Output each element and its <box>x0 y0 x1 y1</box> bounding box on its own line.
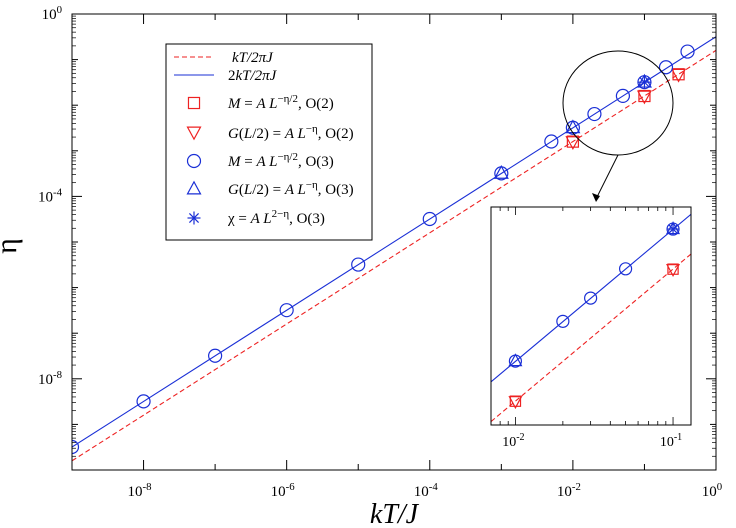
point-s2-0 <box>72 439 80 455</box>
point-s2-9 <box>587 106 602 122</box>
point-s1-1 <box>636 90 652 105</box>
x-axis-label: kT/J <box>370 499 420 528</box>
y-axis-label: η <box>0 238 23 254</box>
legend-label-2: M = A L−η/2, O(2) <box>227 93 334 112</box>
legend-box <box>165 43 373 241</box>
inset-x-tick-label-0: 10-2 <box>502 432 524 450</box>
y-tick-label-0: 10-8 <box>38 369 62 388</box>
point-s0-2 <box>672 68 685 81</box>
x-tick-label-2: 10-4 <box>414 481 439 500</box>
legend-marker-3 <box>186 180 202 195</box>
point-s2-13 <box>680 44 695 59</box>
point-s2-1 <box>136 394 151 409</box>
inset-background <box>491 207 691 425</box>
point-s0-1 <box>638 89 651 103</box>
legend-label-5: G(L/2) = A L−η, O(3) <box>228 179 354 198</box>
inset-model-lines <box>491 213 691 423</box>
point-s1-2 <box>671 68 687 83</box>
zoom-arrowhead <box>592 193 600 202</box>
inset-model-line-1 <box>491 213 691 383</box>
point-s1-0 <box>565 136 581 151</box>
point-s4-0 <box>637 75 651 89</box>
legend-label-0: kT/2πJ <box>232 50 274 66</box>
inset-point-s2-0 <box>667 223 680 236</box>
x-tick-label-0: 10-8 <box>128 481 152 500</box>
inset-point-s1-0 <box>508 353 523 367</box>
zoom-arrow <box>595 154 619 200</box>
main-model-lines <box>72 36 716 462</box>
point-s2-5 <box>422 211 437 227</box>
inset-axis-ticks: 10-2 10-1 <box>499 207 682 450</box>
main-axis-ticks: 10-8 10-6 10-4 10-2 100 10-8 10-4 100 <box>38 4 722 500</box>
inset-point-s4-1 <box>666 264 681 278</box>
point-s2-4 <box>351 257 366 272</box>
point-s2-12 <box>658 60 674 75</box>
inset-point-s4-0 <box>508 396 523 410</box>
point-s0-0 <box>566 135 580 148</box>
x-tick-label-4: 100 <box>702 481 722 500</box>
legend-label-1: 2kT/2πJ <box>228 68 278 84</box>
model-line-0 <box>72 49 716 462</box>
inset-x-tick-label-1: 10-1 <box>660 432 682 450</box>
y-tick-label-1: 10-4 <box>38 186 63 205</box>
inset-point-s0-1 <box>556 314 570 328</box>
point-s2-3 <box>279 303 294 318</box>
x-tick-label-1: 10-6 <box>271 481 296 500</box>
legend-label-6: χ = A L2−η, O(3) <box>227 208 325 227</box>
model-line-1 <box>72 36 716 448</box>
point-s2-10 <box>615 88 631 103</box>
legend-label-4: M = A L−η/2, O(3) <box>227 151 334 170</box>
legend: kT/2πJ 2kT/2πJ M = A L−η/2, O(2) G(L/2) … <box>165 43 373 241</box>
inset-point-s0-3 <box>618 262 633 276</box>
y-tick-label-2: 100 <box>42 4 62 23</box>
legend-marker-2 <box>186 153 202 169</box>
legend-marker-1 <box>186 126 202 141</box>
legend-markers <box>186 96 202 225</box>
inset-data-points <box>508 221 681 410</box>
x-tick-label-3: 10-2 <box>557 481 581 500</box>
point-s3-0 <box>493 164 509 179</box>
legend-marker-0 <box>187 96 201 110</box>
legend-label-3: G(L/2) = A L−η, O(2) <box>228 123 354 142</box>
point-s2-7 <box>544 134 559 149</box>
point-s2-2 <box>208 348 223 363</box>
inset-model-line-0 <box>491 253 691 423</box>
legend-marker-4 <box>187 211 201 225</box>
inset-point-s0-2 <box>584 291 598 305</box>
